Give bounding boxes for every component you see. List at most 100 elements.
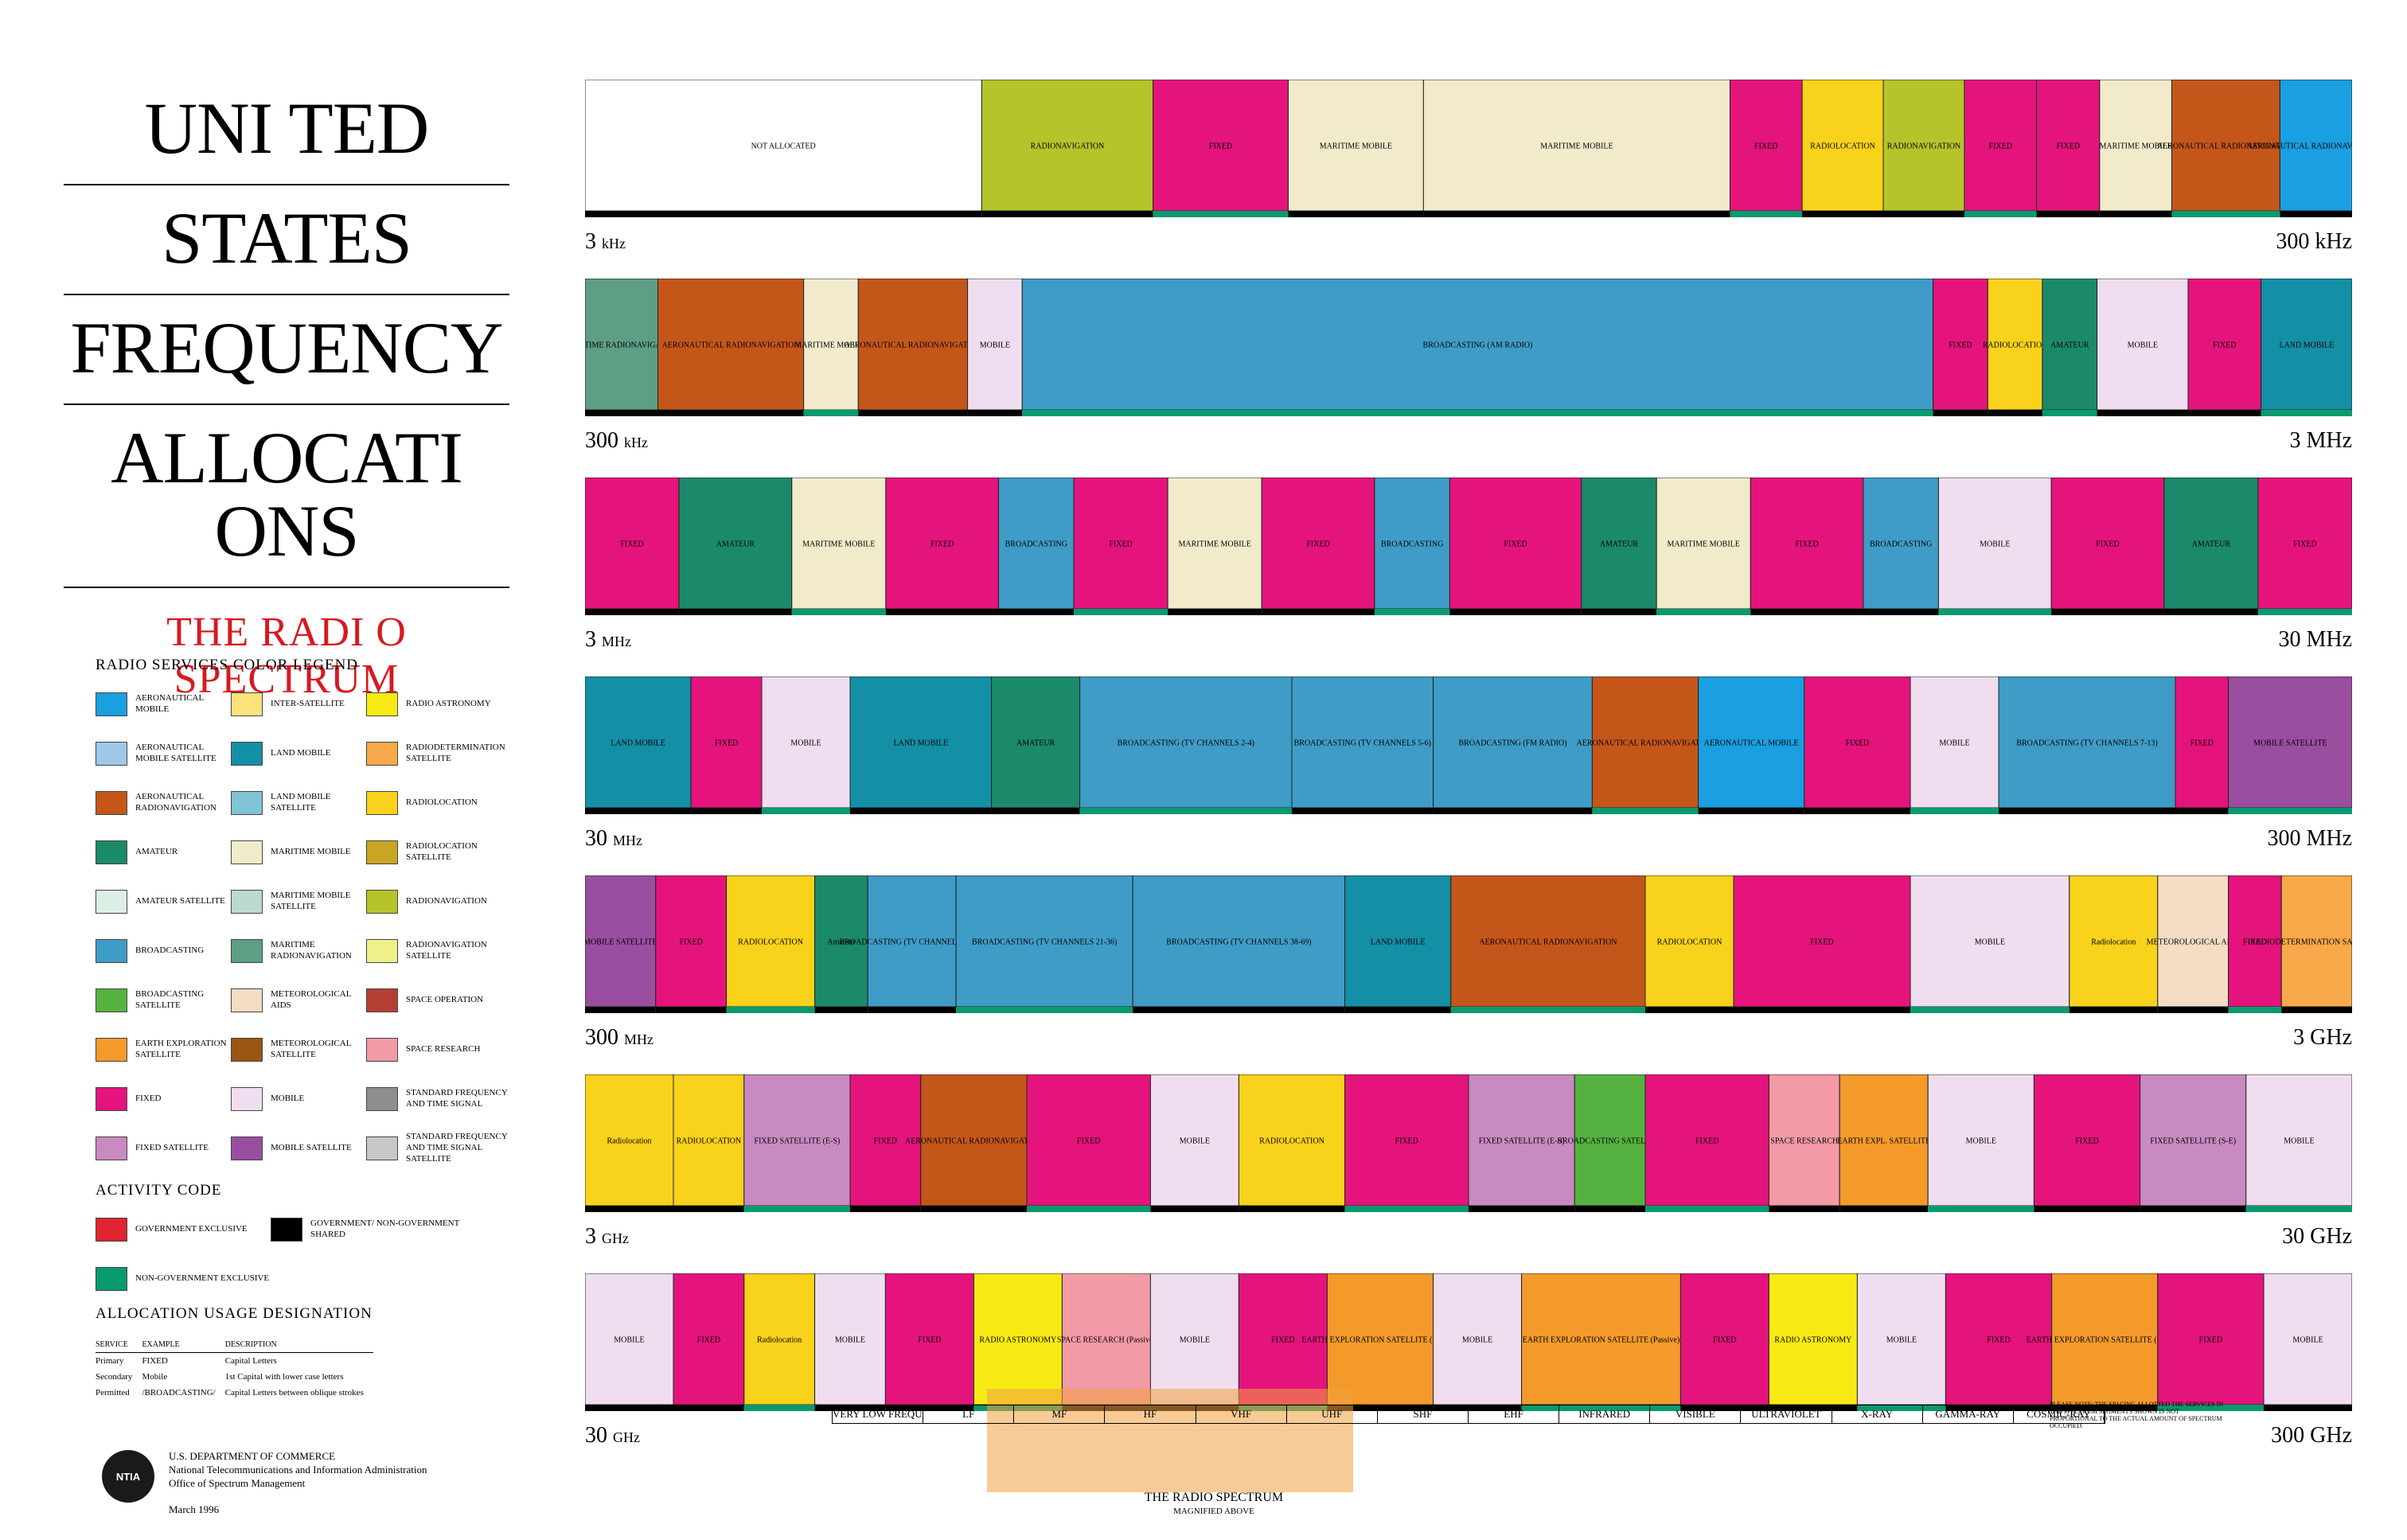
allocation-label: Radiolocation <box>2091 938 2136 947</box>
allocation-label: MOBILE <box>2128 341 2158 350</box>
allocation-block <box>849 1074 922 1207</box>
activity-bar <box>2281 1007 2352 1013</box>
legend-swatch <box>96 840 127 864</box>
activity-bar <box>791 609 886 615</box>
band-end-value: 30 <box>2282 1224 2305 1249</box>
usage-cell: Primary <box>96 1356 124 1366</box>
legend-swatch <box>366 791 398 815</box>
band-start-label: 3 kHz <box>585 229 626 255</box>
allocation-block <box>673 1074 745 1207</box>
legend-label: MARITIME RADIONAVIGATION <box>271 940 352 961</box>
spectrum-band-name: LF <box>923 1405 1015 1423</box>
legend-item: METEOROLOGICAL SATELLITE <box>231 1034 366 1066</box>
allocation-label: BROADCASTING <box>1870 540 1932 549</box>
band-end-unit: kHz <box>2315 229 2352 254</box>
radio-spectrum-chart: VERY LOW FREQUENCY (VLF)LFMFHFVHFUHFSHFE… <box>832 1389 2105 1536</box>
allocation-block <box>1729 80 1803 212</box>
activity-bar <box>673 1405 744 1411</box>
band-start-value: 300 <box>585 1025 618 1050</box>
legend-item: MARITIME RADIONAVIGATION <box>231 935 366 967</box>
activity-bar <box>2036 211 2100 217</box>
allocation-label: LAND MOBILE <box>1371 938 1426 947</box>
usage-cell: Secondary <box>96 1372 133 1382</box>
allocation-block <box>955 875 1133 1008</box>
activity-bar <box>981 211 1153 217</box>
allocation-label: BROADCASTING (TV CHANNELS 5-6) <box>1294 739 1431 748</box>
activity-bar <box>2280 211 2352 217</box>
activity-bar <box>691 808 762 814</box>
allocation-label: LAND MOBILE <box>611 739 665 748</box>
band-start-label: 300 kHz <box>585 428 648 454</box>
allocation-label: RADIOLOCATION <box>677 1137 742 1146</box>
activity-bar <box>585 808 692 814</box>
allocation-block <box>2157 875 2229 1008</box>
allocation-label: BROADCASTING (FM RADIO) <box>1458 739 1566 748</box>
legend-item: FIXED <box>96 1083 231 1115</box>
activity-bar <box>803 410 859 416</box>
legend-swatch <box>231 939 263 963</box>
allocation-label: FIXED SATELLITE (E-S) <box>755 1137 841 1146</box>
allocation-label: EARTH EXPLORATION SATELLITE (Passive) <box>1523 1336 1679 1345</box>
legend-item: RADIONAVIGATION <box>366 886 509 918</box>
spectrum-caption-title: THE RADIO SPECTRUM <box>1144 1491 1284 1504</box>
activity-bar <box>814 1007 868 1013</box>
legend-swatch <box>96 791 127 815</box>
footer-text: U.S. DEPARTMENT OF COMMERCE National Tel… <box>169 1450 427 1517</box>
allocation-label: MOBILE <box>1180 1137 1210 1146</box>
allocation-block <box>2171 80 2280 212</box>
allocation-block <box>2228 676 2352 809</box>
title-block: UNI TED STATES FREQUENCY ALLOCATI ONS TH… <box>64 76 509 703</box>
activity-bar <box>585 1007 656 1013</box>
allocation-label: FIXED <box>679 938 702 947</box>
activity-bar <box>1153 211 1289 217</box>
allocation-label: MOBILE SATELLITE <box>585 938 657 947</box>
allocation-block <box>2187 279 2262 411</box>
allocation-block <box>967 279 1023 411</box>
allocation-block <box>814 1273 886 1405</box>
allocation-label: MARITIME MOBILE <box>794 341 867 350</box>
allocation-block <box>585 478 680 610</box>
frequency-band: LAND MOBILE FIXED MOBILE LAND MOBILE AMATEUR… <box>585 653 2352 852</box>
allocation-block <box>2175 676 2229 809</box>
allocation-label: BROADCASTING (AM RADIO) <box>1423 341 1533 350</box>
footer: NTIA U.S. DEPARTMENT OF COMMERCE Nationa… <box>102 1450 516 1517</box>
activity-bar <box>850 808 992 814</box>
activity-bar <box>1374 609 1450 615</box>
allocation-label: FIXED <box>2293 540 2316 549</box>
allocation-block <box>585 80 982 212</box>
legend-item: MOBILE <box>231 1083 366 1115</box>
allocation-block <box>1998 676 2176 809</box>
allocation-label: EARTH EXPLORATION SATELLITE (Passive) <box>2026 1336 2183 1345</box>
activity-bar <box>814 1405 886 1411</box>
allocation-label: FIXED <box>2056 142 2079 151</box>
allocation-label: FIXED <box>874 1137 897 1146</box>
allocation-block <box>2157 1273 2265 1405</box>
allocation-label: RADIONAVIGATION <box>1031 142 1105 151</box>
activity-bar <box>2099 211 2172 217</box>
spectrum-band-name: GAMMA-RAY <box>1923 1405 2014 1423</box>
activity-bar <box>2228 1007 2282 1013</box>
allocation-label: MOBILE <box>835 1336 865 1345</box>
activity-bar <box>1344 1007 1451 1013</box>
spectrum-band-name: EHF <box>1469 1405 1560 1423</box>
allocation-label: MOBILE <box>1939 739 1969 748</box>
legend-label: STANDARD FREQUENCY AND TIME SIGNAL SATEL… <box>406 1132 508 1164</box>
band-end-value: 300 <box>2276 229 2310 254</box>
activity-bar <box>1645 1007 1734 1013</box>
band-start-unit: MHz <box>624 1031 653 1047</box>
allocation-block <box>1149 1273 1239 1405</box>
allocation-label: AERONAUTICAL RADIONAVIGATION <box>844 341 981 350</box>
band-start-label: 3 GHz <box>585 1224 629 1250</box>
allocation-label: FIXED <box>1754 142 1777 151</box>
legend-item: EARTH EXPLORATION SATELLITE <box>96 1034 231 1066</box>
legend-item: FIXED SATELLITE <box>96 1133 231 1164</box>
activity-bar <box>1292 808 1434 814</box>
activity-bar <box>1079 808 1292 814</box>
allocation-block <box>1937 478 2052 610</box>
allocation-block <box>1910 875 2070 1008</box>
activity-bar <box>868 1007 957 1013</box>
allocation-label: AMATEUR <box>2050 341 2089 350</box>
spectrum-caption-sub: MAGNIFIED ABOVE <box>1173 1507 1254 1516</box>
allocation-block <box>1863 478 1939 610</box>
